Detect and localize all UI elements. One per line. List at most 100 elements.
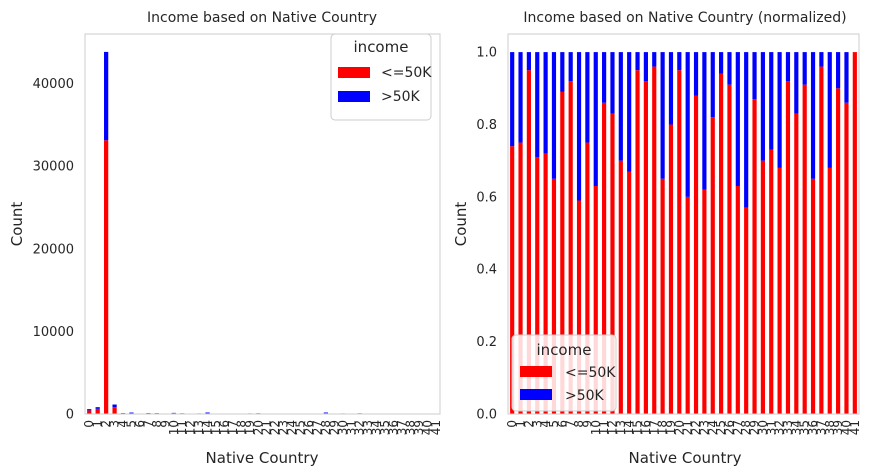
x-tick-label: 1	[91, 420, 105, 428]
bar-above-17	[652, 52, 657, 67]
x-tick-label: 35	[378, 420, 392, 435]
x-tick-label: 8	[150, 420, 164, 428]
x-tick-label: 2	[522, 420, 536, 428]
legend-swatch-below	[338, 67, 370, 78]
x-tick-label: 32	[353, 420, 367, 435]
bar-below-37	[819, 66, 824, 414]
x-tick-label: 13	[192, 420, 206, 435]
x-tick-label: 21	[260, 420, 274, 435]
bar-above-8	[576, 52, 582, 201]
bar-below-1	[518, 142, 523, 414]
bar-below-2	[104, 140, 109, 414]
x-tick-label: 6	[133, 420, 147, 428]
x-tick-label: 25	[294, 420, 308, 435]
bar-below-38	[827, 167, 832, 414]
bar-below-25	[719, 73, 724, 414]
x-tick-label: 19	[243, 420, 257, 435]
x-tick-label: 12	[184, 420, 198, 435]
x-tick-label: 7	[564, 420, 578, 428]
x-tick-label: 29	[748, 420, 762, 435]
chart-left: Income based on Native Country 012345678…	[8, 10, 443, 467]
y-tick-label: 0	[66, 408, 74, 423]
bar-above-37	[819, 52, 824, 67]
x-tick-label: 24	[706, 420, 720, 435]
bar-below-0	[510, 146, 515, 414]
bar-below-2	[526, 70, 531, 414]
bar-above-7	[568, 52, 573, 82]
legend-title: income	[537, 341, 592, 359]
bar-above-26	[727, 52, 732, 85]
bar-above-22	[693, 52, 699, 96]
bar-above-39	[836, 52, 841, 89]
y-tick-label: 0.2	[476, 335, 497, 350]
chart-left-xlabel: Native Country	[206, 449, 319, 467]
bar-below-6	[560, 91, 565, 415]
x-tick-label: 15	[631, 420, 645, 435]
y-tick-label: 30000	[33, 160, 74, 175]
x-tick-label: 17	[647, 420, 661, 435]
x-tick-label: 36	[387, 420, 401, 435]
y-tick-label: 10000	[33, 325, 74, 340]
bar-below-16	[643, 81, 648, 415]
y-tick-label: 0.0	[476, 408, 497, 423]
bar-below-3	[535, 157, 540, 415]
x-tick-label: 36	[806, 420, 820, 435]
bar-above-28	[744, 52, 749, 208]
bar-below-30	[760, 160, 765, 414]
chart-right-xlabel: Native Country	[629, 449, 742, 467]
x-tick-label: 29	[327, 420, 341, 435]
x-tick-label: 40	[420, 420, 434, 435]
x-tick-label: 26	[722, 420, 736, 435]
bar-above-2	[104, 51, 109, 141]
x-tick-label: 15	[209, 420, 223, 435]
bar-below-14	[627, 171, 632, 414]
bar-above-5	[551, 52, 557, 179]
y-tick-label: 1.0	[476, 46, 497, 61]
bar-below-7	[568, 81, 573, 415]
bar-above-33	[785, 52, 791, 82]
bar-below-35	[802, 84, 807, 415]
bar-above-1	[518, 52, 523, 143]
x-tick-label: 6	[555, 420, 569, 428]
bar-below-26	[727, 84, 732, 415]
x-tick-label: 22	[689, 420, 703, 435]
y-tick-label: 0.8	[476, 118, 497, 133]
x-tick-label: 39	[831, 420, 845, 435]
x-tick-label: 41	[848, 420, 862, 435]
x-tick-label: 14	[622, 420, 636, 435]
x-tick-label: 12	[605, 420, 619, 435]
bar-above-3	[535, 52, 540, 158]
x-tick-label: 13	[614, 420, 628, 435]
bar-below-34	[794, 113, 799, 415]
x-tick-label: 9	[580, 420, 594, 428]
bar-above-25	[719, 52, 724, 74]
x-tick-label: 4	[116, 420, 130, 428]
y-tick-label: 0.6	[476, 190, 497, 205]
legend-swatch-below	[520, 366, 552, 377]
x-tick-label: 19	[664, 420, 678, 435]
bar-below-41	[852, 52, 857, 414]
x-tick-label: 9	[158, 420, 172, 428]
x-tick-label: 35	[798, 420, 812, 435]
x-tick-label: 33	[361, 420, 375, 435]
bar-below-1	[95, 408, 100, 414]
legend-swatch-above	[338, 91, 370, 102]
y-tick-label: 40000	[33, 77, 74, 92]
bar-above-30	[760, 52, 765, 161]
bar-below-9	[585, 142, 590, 414]
bar-above-15	[635, 52, 640, 71]
chart-left-frame	[84, 33, 441, 415]
x-tick-label: 5	[547, 420, 561, 428]
bar-above-19	[668, 52, 674, 125]
chart-left-legend: income <=50K >50K	[330, 33, 432, 121]
x-tick-label: 0	[82, 420, 96, 428]
bar-above-12	[610, 52, 615, 114]
bar-above-5	[129, 412, 134, 414]
x-tick-label: 25	[714, 420, 728, 435]
x-tick-label: 11	[597, 420, 611, 435]
bar-above-9	[585, 52, 590, 143]
x-tick-label: 31	[764, 420, 778, 435]
chart-right-title: Income based on Native Country (normaliz…	[523, 10, 846, 26]
bar-below-31	[769, 149, 774, 414]
